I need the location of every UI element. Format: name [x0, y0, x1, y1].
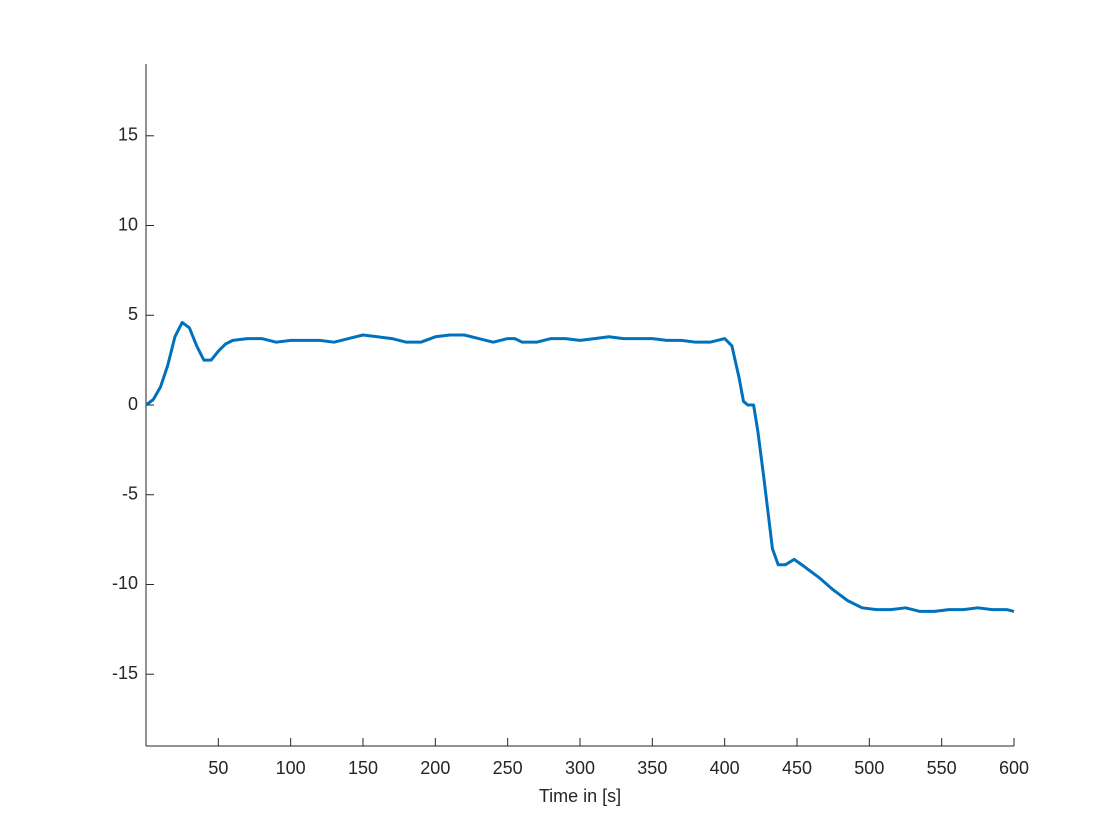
- x-tick-label: 550: [927, 758, 957, 778]
- x-tick-label: 350: [637, 758, 667, 778]
- x-tick-label: 50: [208, 758, 228, 778]
- x-tick-label: 250: [493, 758, 523, 778]
- x-tick-label: 400: [710, 758, 740, 778]
- data-line: [145, 320, 1015, 613]
- y-tick-label: -10: [112, 573, 138, 593]
- x-tick-label: 100: [276, 758, 306, 778]
- x-tick-label: 500: [854, 758, 884, 778]
- y-tick-label: 10: [118, 214, 138, 234]
- y-tick-label: 15: [118, 125, 138, 145]
- x-tick-label: 150: [348, 758, 378, 778]
- x-tick-label: 200: [420, 758, 450, 778]
- y-tick-label: -5: [122, 483, 138, 503]
- y-tick-label: 5: [128, 304, 138, 324]
- x-axis-label: Time in [s]: [539, 786, 621, 806]
- x-tick-label: 600: [999, 758, 1029, 778]
- y-tick-label: 0: [128, 394, 138, 414]
- x-tick-label: 300: [565, 758, 595, 778]
- y-tick-label: -15: [112, 663, 138, 683]
- x-tick-label: 450: [782, 758, 812, 778]
